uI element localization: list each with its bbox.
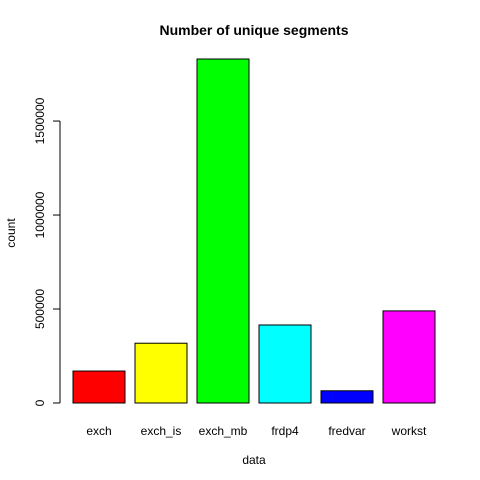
y-tick-label: 1500000 [33, 97, 47, 144]
bar-exch-mb [196, 58, 250, 404]
x-tick-label-exch-is: exch_is [141, 424, 182, 438]
bar-workst [382, 310, 436, 404]
y-axis: 0 500000 1000000 1500000 [33, 97, 61, 406]
x-tick-label-exch-mb: exch_mb [199, 424, 248, 438]
bar-exch [72, 370, 126, 404]
y-tick-label: 0 [33, 399, 47, 406]
y-tick-label: 1000000 [33, 191, 47, 238]
x-axis-label: data [242, 453, 266, 467]
y-tick-label: 500000 [33, 289, 47, 329]
x-tick-label-frdp4: frdp4 [271, 424, 299, 438]
x-tick-labels: exch exch_is exch_mb frdp4 fredvar workst [86, 424, 427, 438]
chart-title: Number of unique segments [159, 22, 348, 38]
bar-frdp4 [258, 324, 312, 404]
bars-group [72, 58, 436, 404]
x-tick-label-workst: workst [391, 424, 427, 438]
x-tick-label-fredvar: fredvar [328, 424, 365, 438]
y-axis-label: count [4, 218, 18, 248]
x-tick-label-exch: exch [86, 424, 111, 438]
bar-fredvar [320, 390, 374, 404]
bar-exch-is [134, 342, 188, 404]
